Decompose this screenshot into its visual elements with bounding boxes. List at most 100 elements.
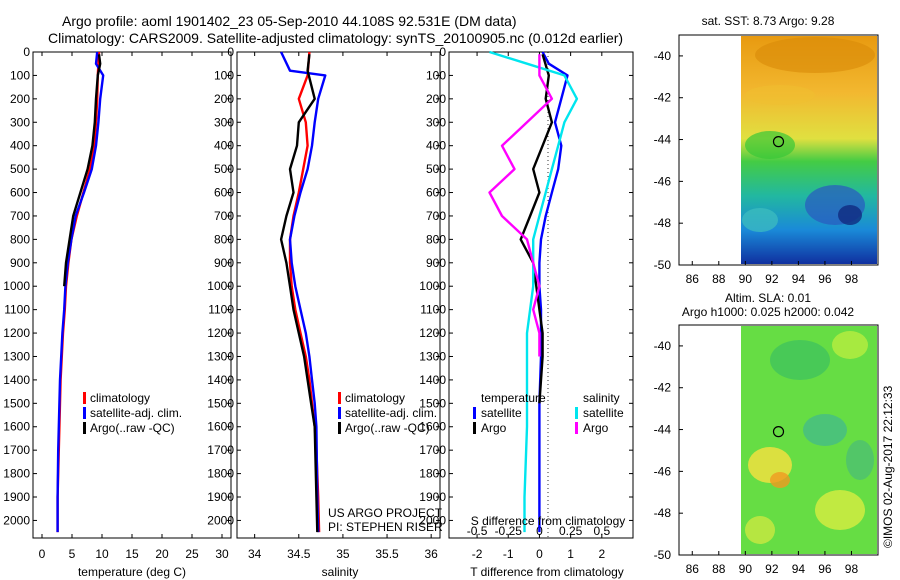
legend-s-argo: Argo [583,421,609,435]
x-tick-label: 34.5 [287,547,311,561]
depth-tick-label: 1900 [419,490,446,504]
salinity-series [279,51,327,533]
depth-tick-label: 800 [426,232,446,246]
series-line-temperature-satellite [538,51,569,533]
s-diff-tick-label: 0.5 [593,524,610,538]
legend-swatch-s-argo [575,422,578,434]
depth-tick-label: 800 [10,232,30,246]
lon-tick-label: 96 [818,272,832,286]
lon-tick-label: 94 [792,562,806,576]
legend-argo: Argo(..raw -QC) [345,421,430,435]
depth-tick-label: 1100 [208,303,234,317]
depth-tick-label: 900 [10,256,30,270]
depth-tick-label: 1600 [207,420,234,434]
series-line-satellite-adj-clim [56,51,105,533]
depth-tick-label: 1900 [207,490,234,504]
sla-map-title-1: Altim. SLA: 0.01 [725,291,811,305]
x-tick-label: -2 [472,547,483,561]
legend-s-satellite: satellite [583,406,624,420]
depth-tick-label: 800 [214,232,234,246]
series-line-temperature-argo [519,53,554,404]
s-diff-tick-label: -0.5 [467,524,488,538]
legend-swatch-argo [83,422,86,434]
lon-tick-label: 86 [686,272,700,286]
x-tick-label: 35 [336,547,350,561]
depth-tick-label: 200 [214,92,234,106]
s-diff-tick-label: -0.25 [495,524,523,538]
legend-temperature-heading: temperature [481,391,546,405]
temperature-axes [32,51,232,539]
pi-annotation: PI: STEPHEN RISER [328,520,443,534]
legend-t-satellite: satellite [481,406,522,420]
difference-depth-ticks: 0 100 200 300 400 500 600 700 800 900 1000 1100 1200… [419,45,633,527]
depth-tick-label: 1400 [3,373,30,387]
depth-tick-label: 1200 [207,326,234,340]
s-difference-label: S difference from climatology [471,514,626,528]
depth-tick-label: 1000 [3,279,30,293]
lon-tick-label: 98 [845,272,859,286]
x-tick-label: 20 [155,547,169,561]
t-difference-label: T difference from climatology [470,565,624,579]
difference-x-ticks: -2 -1 0 1 2 [472,52,605,561]
salinity-depth-ticks: 0 100 200 300 400 500 600 700 800 900 1000 1100 1200… [207,45,440,527]
depth-tick-label: 0 [227,45,234,59]
lon-tick-label: 96 [818,562,832,576]
depth-tick-label: 1600 [419,420,446,434]
depth-tick-label: 0 [23,45,30,59]
lon-tick-label: 92 [765,562,779,576]
depth-tick-label: 2000 [419,513,446,527]
sst-lat-ticks: -40 -42 -44 -46 -48 -50 [654,49,683,272]
depth-axis-ticks: 0100200300400500600700800900100011001200… [3,45,231,527]
lat-tick-label: -42 [654,91,672,105]
depth-tick-label: 100 [10,68,30,82]
x-tick-label: 36 [424,547,438,561]
depth-tick-label: 1800 [419,467,446,481]
x-tick-label: -1 [503,547,514,561]
s-diff-tick-label: 0.25 [559,524,583,538]
x-tick-label: 25 [185,547,199,561]
legend-climatology: climatology [345,391,405,405]
lat-tick-label: -42 [654,381,672,395]
depth-tick-label: 500 [10,162,30,176]
lon-tick-label: 94 [792,272,806,286]
depth-tick-label: 1500 [419,396,446,410]
depth-tick-label: 400 [214,139,234,153]
depth-tick-label: 1300 [419,349,446,363]
depth-tick-label: 2000 [207,513,234,527]
lat-tick-label: -48 [654,216,672,230]
lon-tick-label: 92 [765,272,779,286]
depth-tick-label: 500 [426,162,446,176]
x-tick-label: 35.5 [375,547,399,561]
lon-tick-label: 90 [739,562,753,576]
depth-tick-label: 1800 [207,467,234,481]
depth-tick-label: 300 [214,115,234,129]
legend-swatch-argo [338,422,341,434]
sla-map-panel: Altim. SLA: 0.01 Argo h1000: 0.025 h2000… [654,291,879,576]
depth-tick-label: 900 [426,256,446,270]
depth-tick-label: 500 [214,162,234,176]
depth-tick-label: 1800 [3,467,30,481]
depth-tick-label: 2000 [3,513,30,527]
series-line-satellite-adj-clim [280,51,327,533]
lat-tick-label: -50 [654,548,672,562]
legend-swatch-s-satellite [575,407,578,419]
depth-tick-label: 1500 [207,396,234,410]
legend-swatch-satellite [83,407,86,419]
depth-tick-label: 300 [10,115,30,129]
temperature-series [56,51,105,533]
depth-tick-label: 1300 [207,349,234,363]
salinity-panel: 0100200300400500600700800900100011001200… [207,45,443,579]
depth-tick-label: 1700 [3,443,30,457]
lon-tick-label: 98 [845,562,859,576]
x-tick-label: 1 [567,547,574,561]
sst-map-title: sat. SST: 8.73 Argo: 9.28 [702,14,835,28]
lat-tick-label: -46 [654,174,672,188]
legend-argo: Argo(..raw -QC) [90,421,175,435]
legend-satellite: satellite-adj. clim. [345,406,437,420]
project-annotation: US ARGO PROJECT [328,506,443,520]
depth-tick-label: 600 [214,186,234,200]
salinity-xlabel: salinity [322,565,359,579]
depth-tick-label: 1500 [3,396,30,410]
x-tick-label: 2 [598,547,605,561]
salinity-axes [236,51,441,539]
